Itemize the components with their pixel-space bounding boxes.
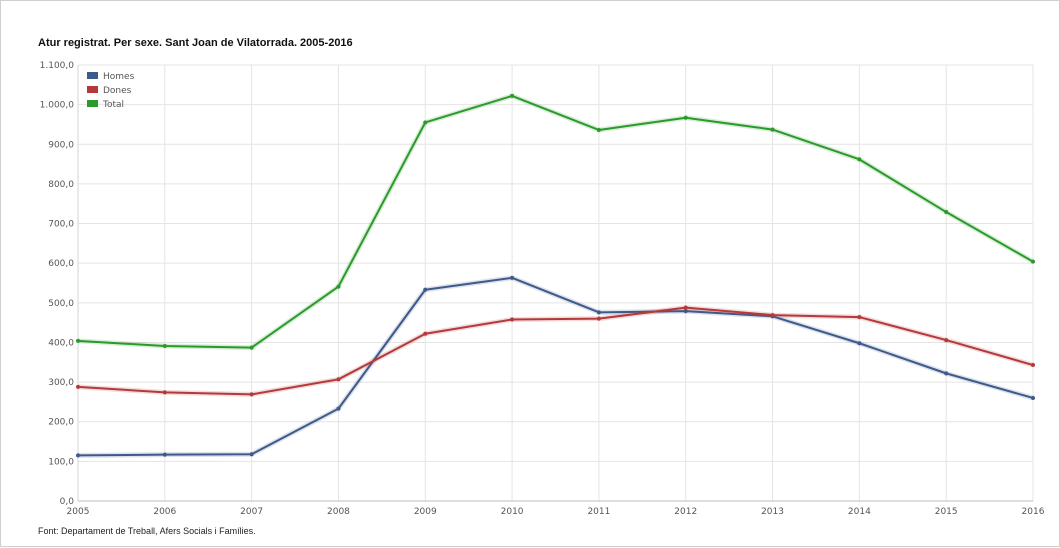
data-point-total	[76, 338, 80, 343]
data-point-total	[423, 120, 428, 125]
x-tick-label: 2008	[327, 507, 350, 517]
y-tick-label: 200,0	[48, 418, 74, 428]
data-point-dones	[857, 315, 862, 320]
series-line-shadow-dones	[77, 305, 1034, 397]
data-point-dones	[770, 313, 775, 318]
y-tick-label: 1.000,0	[40, 101, 75, 111]
x-tick-label: 2006	[153, 507, 176, 517]
y-tick-label: 0,0	[60, 497, 75, 507]
y-tick-label: 1.100,0	[40, 61, 75, 71]
data-point-total	[770, 127, 775, 132]
data-point-homes	[510, 275, 515, 280]
data-point-total	[857, 157, 862, 162]
x-tick-label: 2012	[674, 507, 697, 517]
series-line-total	[77, 94, 1034, 349]
y-tick-label: 400,0	[48, 338, 74, 348]
y-tick-label: 500,0	[48, 299, 74, 309]
data-point-dones	[336, 377, 341, 382]
x-tick-label: 2005	[67, 507, 90, 517]
legend-label-total: Total	[102, 100, 124, 110]
legend-swatch-dones	[87, 86, 98, 93]
data-point-homes	[944, 371, 949, 376]
y-tick-label: 600,0	[48, 259, 74, 269]
data-point-total	[162, 344, 167, 349]
data-point-total	[510, 93, 515, 98]
data-point-total	[336, 284, 341, 289]
data-point-dones	[162, 390, 167, 395]
x-tick-label: 2007	[240, 507, 263, 517]
y-tick-label: 100,0	[48, 457, 74, 467]
legend-swatch-homes	[87, 72, 98, 79]
data-point-total	[249, 345, 254, 350]
x-tick-label: 2014	[848, 507, 871, 517]
legend-swatch-total	[87, 100, 98, 107]
data-point-dones	[944, 338, 949, 343]
source-note: Font: Departament de Treball, Afers Soci…	[38, 526, 256, 536]
data-point-homes	[162, 452, 167, 457]
x-tick-label: 2015	[935, 507, 958, 517]
data-point-dones	[249, 392, 254, 397]
y-tick-label: 900,0	[48, 140, 74, 150]
chart-title: Atur registrat. Per sexe. Sant Joan de V…	[38, 37, 353, 49]
legend-label-homes: Homes	[103, 72, 135, 82]
data-point-homes	[423, 287, 428, 292]
series-line-homes	[77, 276, 1034, 457]
series-line-shadow-total	[77, 93, 1035, 351]
data-point-total	[596, 128, 601, 133]
data-point-homes	[249, 452, 254, 457]
data-point-total	[944, 210, 949, 215]
data-point-dones	[423, 331, 428, 336]
data-point-dones	[596, 316, 601, 321]
data-point-homes	[76, 453, 80, 458]
data-point-dones	[683, 305, 688, 310]
data-point-total	[1031, 259, 1035, 264]
data-point-total	[683, 115, 688, 120]
x-tick-label: 2013	[761, 507, 784, 517]
data-point-homes	[596, 310, 601, 315]
series-line-dones	[77, 306, 1034, 396]
x-tick-label: 2010	[501, 507, 524, 517]
data-point-homes	[1031, 395, 1035, 400]
data-point-dones	[1031, 363, 1035, 368]
data-point-dones	[510, 317, 515, 322]
x-tick-label: 2009	[414, 507, 437, 517]
x-tick-label: 2016	[1022, 507, 1045, 517]
y-tick-label: 700,0	[48, 220, 74, 230]
y-tick-label: 300,0	[48, 378, 74, 388]
series-line-shadow-homes	[77, 275, 1034, 458]
data-point-homes	[683, 309, 688, 314]
data-point-homes	[857, 341, 862, 346]
data-point-dones	[76, 384, 80, 389]
y-tick-label: 800,0	[48, 180, 74, 190]
legend-label-dones: Dones	[103, 86, 132, 96]
x-tick-label: 2011	[587, 507, 610, 517]
data-point-homes	[336, 406, 341, 411]
